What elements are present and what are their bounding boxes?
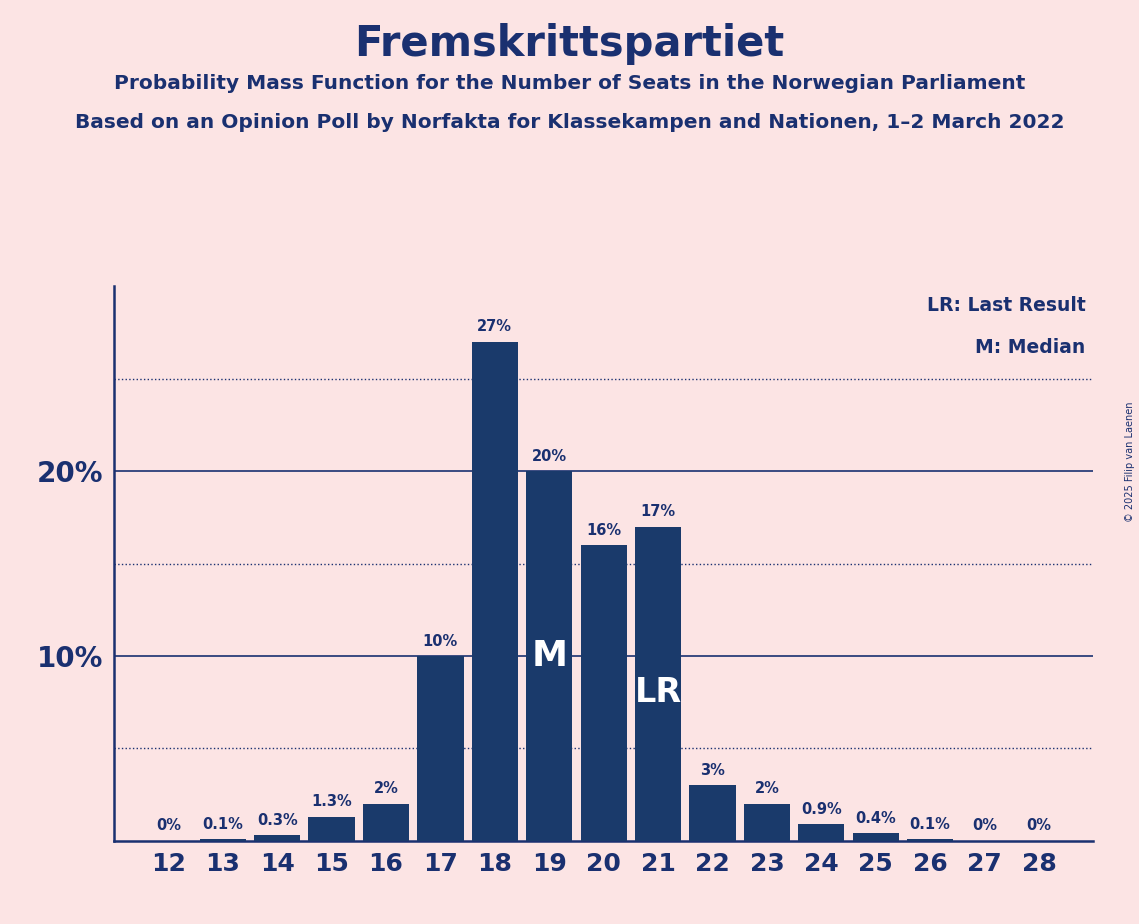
Text: 0%: 0% <box>972 819 997 833</box>
Bar <box>417 656 464 841</box>
Bar <box>634 527 681 841</box>
Bar <box>363 804 409 841</box>
Bar <box>798 824 844 841</box>
Text: 0%: 0% <box>1026 819 1051 833</box>
Text: 1.3%: 1.3% <box>311 795 352 809</box>
Text: 0.1%: 0.1% <box>203 817 243 832</box>
Text: 16%: 16% <box>587 523 621 538</box>
Text: 17%: 17% <box>640 505 675 519</box>
Bar <box>744 804 790 841</box>
Text: 0.1%: 0.1% <box>910 817 951 832</box>
Text: 0.4%: 0.4% <box>855 811 896 826</box>
Text: © 2025 Filip van Laenen: © 2025 Filip van Laenen <box>1125 402 1134 522</box>
Text: M: Median: M: Median <box>975 338 1085 358</box>
Text: 0%: 0% <box>156 819 181 833</box>
Bar <box>581 545 626 841</box>
Bar <box>472 342 518 841</box>
Text: Probability Mass Function for the Number of Seats in the Norwegian Parliament: Probability Mass Function for the Number… <box>114 74 1025 93</box>
Bar <box>254 835 301 841</box>
Text: LR: Last Result: LR: Last Result <box>926 296 1085 315</box>
Bar <box>526 471 573 841</box>
Text: Fremskrittspartiet: Fremskrittspartiet <box>354 23 785 65</box>
Text: 3%: 3% <box>700 763 724 778</box>
Text: Based on an Opinion Poll by Norfakta for Klassekampen and Nationen, 1–2 March 20: Based on an Opinion Poll by Norfakta for… <box>75 113 1064 132</box>
Bar <box>199 839 246 841</box>
Text: LR: LR <box>634 676 681 710</box>
Text: 0.9%: 0.9% <box>801 802 842 817</box>
Text: 27%: 27% <box>477 320 513 334</box>
Bar <box>853 833 899 841</box>
Text: 0.3%: 0.3% <box>256 813 297 828</box>
Bar <box>907 839 953 841</box>
Text: 2%: 2% <box>374 782 399 796</box>
Text: 2%: 2% <box>754 782 779 796</box>
Bar <box>309 817 354 841</box>
Text: 10%: 10% <box>423 634 458 649</box>
Bar <box>689 785 736 841</box>
Text: 20%: 20% <box>532 449 567 464</box>
Text: M: M <box>531 639 567 673</box>
